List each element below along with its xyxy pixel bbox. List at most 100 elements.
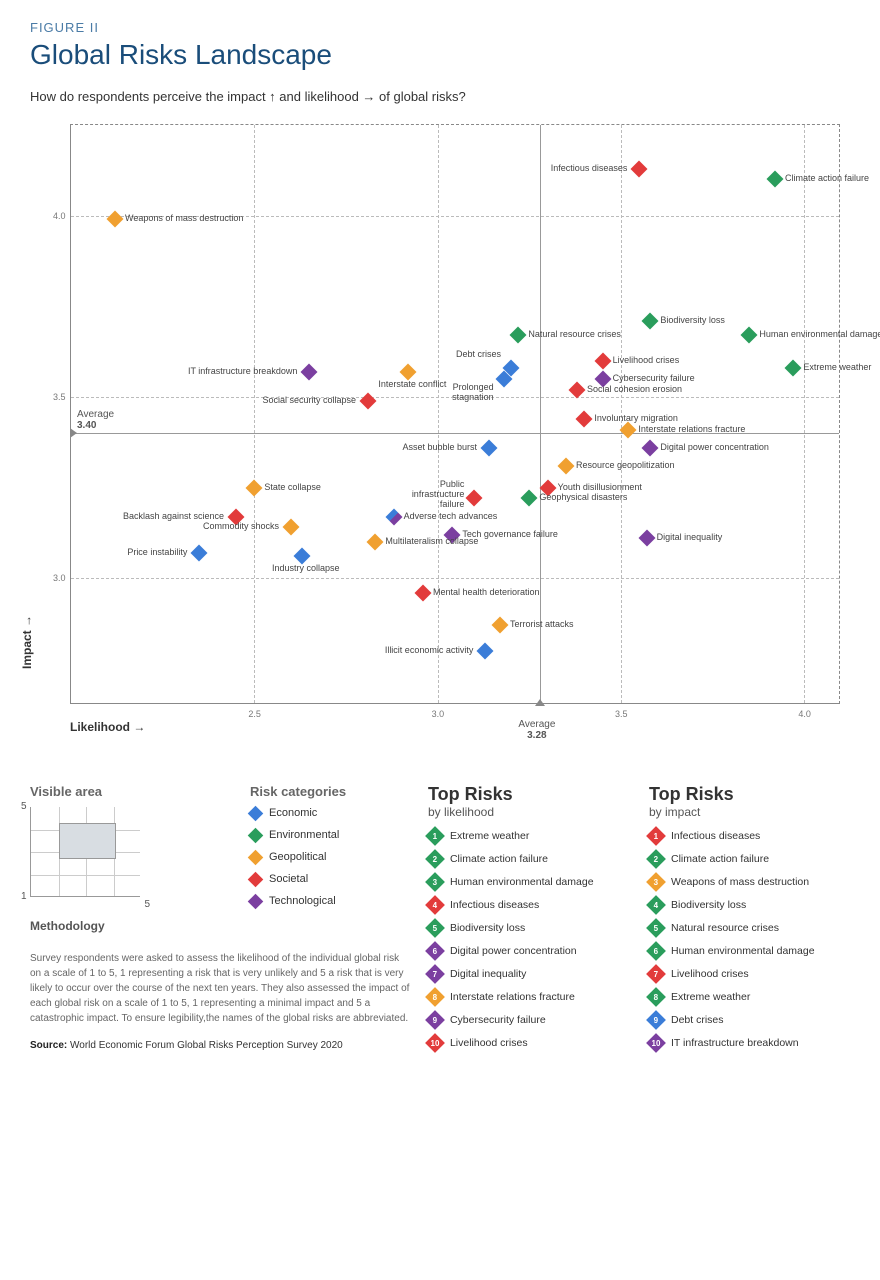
rank-diamond-icon: 1 <box>425 826 445 846</box>
risk-point <box>620 421 637 438</box>
top-risk-item: 2 Climate action failure <box>428 852 629 866</box>
rank-number: 8 <box>433 992 437 1001</box>
risk-point-label: Interstate conflict <box>378 380 446 390</box>
risk-point-label: Commodity shocks <box>203 522 279 532</box>
rank-diamond-icon: 10 <box>425 1033 445 1053</box>
x-tick-label: 2.5 <box>248 709 261 719</box>
top-risk-label: Natural resource crises <box>671 922 779 934</box>
risk-point-label: Biodiversity loss <box>660 316 725 326</box>
risk-point-label: Debt crises <box>456 350 501 360</box>
risk-point-label: Industry collapse <box>272 564 340 574</box>
top-risk-item: 6Digital power concentration <box>428 944 629 958</box>
risk-point <box>785 359 802 376</box>
top-impact-list: 1Infectious diseases2Climate action fail… <box>649 829 850 1050</box>
legend-label: Technological <box>269 895 336 907</box>
top-risk-item: 8Extreme weather <box>649 990 850 1004</box>
risk-point <box>569 381 586 398</box>
top-likelihood-subtitle: by likelihood <box>428 805 629 819</box>
rank-number: 9 <box>433 1015 437 1024</box>
risk-point <box>594 352 611 369</box>
rank-diamond-icon: 6 <box>646 941 666 961</box>
diamond-icon <box>248 849 264 865</box>
rank-number: 4 <box>654 900 658 909</box>
risk-point-label: State collapse <box>264 483 321 493</box>
risk-point <box>466 490 483 507</box>
top-risk-label: Climate action failure <box>671 853 769 865</box>
rank-number: 6 <box>433 946 437 955</box>
risk-point <box>576 410 593 427</box>
top-risk-label: Infectious diseases <box>450 899 539 911</box>
risk-point-label: Interstate relations fracture <box>638 425 745 435</box>
rank-diamond-icon: 2 <box>425 849 445 869</box>
legend: EconomicEnvironmentalGeopoliticalSocieta… <box>250 807 408 907</box>
risk-point-label: Digital inequality <box>657 533 723 543</box>
rank-diamond-icon: 4 <box>425 895 445 915</box>
risk-point-label: Multilateralism collapse <box>385 537 478 547</box>
risk-point-label: IT infrastructure breakdown <box>188 367 297 377</box>
risk-point <box>360 392 377 409</box>
top-impact-title: Top Risks <box>649 784 850 805</box>
risk-point-label: Extreme weather <box>803 363 871 373</box>
risk-point <box>642 439 659 456</box>
rank-diamond-icon: 5 <box>425 918 445 938</box>
avg-x-value: 3.28 <box>518 730 555 741</box>
risk-point-label: Digital power concentration <box>660 443 769 453</box>
chart-plot-area: 2.53.03.54.03.03.54.0Average3.40Average3… <box>70 124 840 704</box>
rank-number: 3 <box>654 877 658 886</box>
mini-axis-max-y: 5 <box>21 801 27 812</box>
risk-point-label: Natural resource crises <box>528 330 621 340</box>
top-risk-item: 6Human environmental damage <box>649 944 850 958</box>
diamond-icon <box>248 871 264 887</box>
risk-point-label: Cybersecurity failure <box>613 374 695 384</box>
top-risk-item: 3Human environmental damage <box>428 875 629 889</box>
rank-number: 8 <box>654 992 658 1001</box>
risk-point <box>367 533 384 550</box>
top-risk-label: Biodiversity loss <box>671 899 746 911</box>
top-risk-item: 2 Climate action failure <box>649 852 850 866</box>
legend-item: Environmental <box>250 829 408 841</box>
risk-point-label: Social security collapse <box>262 396 356 406</box>
y-tick-label: 3.5 <box>53 392 66 402</box>
rank-number: 2 <box>433 854 437 863</box>
risk-point <box>415 584 432 601</box>
top-risk-item: 9Debt crises <box>649 1013 850 1027</box>
risk-point <box>741 327 758 344</box>
risk-point-label: Youth disillusionment <box>558 483 642 493</box>
risk-point <box>642 312 659 329</box>
risk-point <box>510 327 527 344</box>
rank-diamond-icon: 6 <box>425 941 445 961</box>
risk-point-label: Adverse tech advances <box>404 512 498 522</box>
top-risk-label: Climate action failure <box>450 853 548 865</box>
legend-item: Geopolitical <box>250 851 408 863</box>
methodology-title: Methodology <box>30 919 230 933</box>
x-tick-label: 4.0 <box>798 709 811 719</box>
top-risk-item: 10IT infrastructure breakdown <box>649 1036 850 1050</box>
rank-diamond-icon: 2 <box>646 849 666 869</box>
source-label: Source: <box>30 1040 67 1051</box>
rank-number: 10 <box>431 1039 440 1048</box>
legend-label: Societal <box>269 873 308 885</box>
risk-point-label: Involuntary migration <box>594 414 678 424</box>
legend-label: Geopolitical <box>269 851 326 863</box>
avg-y-value: 3.40 <box>77 420 114 431</box>
top-risk-label: Debt crises <box>671 1014 724 1026</box>
risk-point <box>558 457 575 474</box>
top-risk-label: Extreme weather <box>450 830 529 842</box>
rank-diamond-icon: 10 <box>646 1033 666 1053</box>
diamond-icon <box>248 893 264 909</box>
top-risk-item: 1 Extreme weather <box>428 829 629 843</box>
bottom-section: Visible area 5 1 5 Methodology Survey re… <box>30 784 850 1059</box>
rank-number: 6 <box>654 946 658 955</box>
rank-diamond-icon: 7 <box>646 964 666 984</box>
legend-item: Societal <box>250 873 408 885</box>
risk-point-label: Climate action failure <box>785 174 869 184</box>
rank-diamond-icon: 4 <box>646 895 666 915</box>
visible-area-title: Visible area <box>30 784 230 799</box>
rank-number: 7 <box>433 969 437 978</box>
rank-diamond-icon: 9 <box>425 1010 445 1030</box>
risk-point <box>246 479 263 496</box>
top-likelihood-title: Top Risks <box>428 784 629 805</box>
risk-point <box>477 642 494 659</box>
risk-point-label: Mental health deterioration <box>433 588 540 598</box>
top-risk-label: Biodiversity loss <box>450 922 525 934</box>
